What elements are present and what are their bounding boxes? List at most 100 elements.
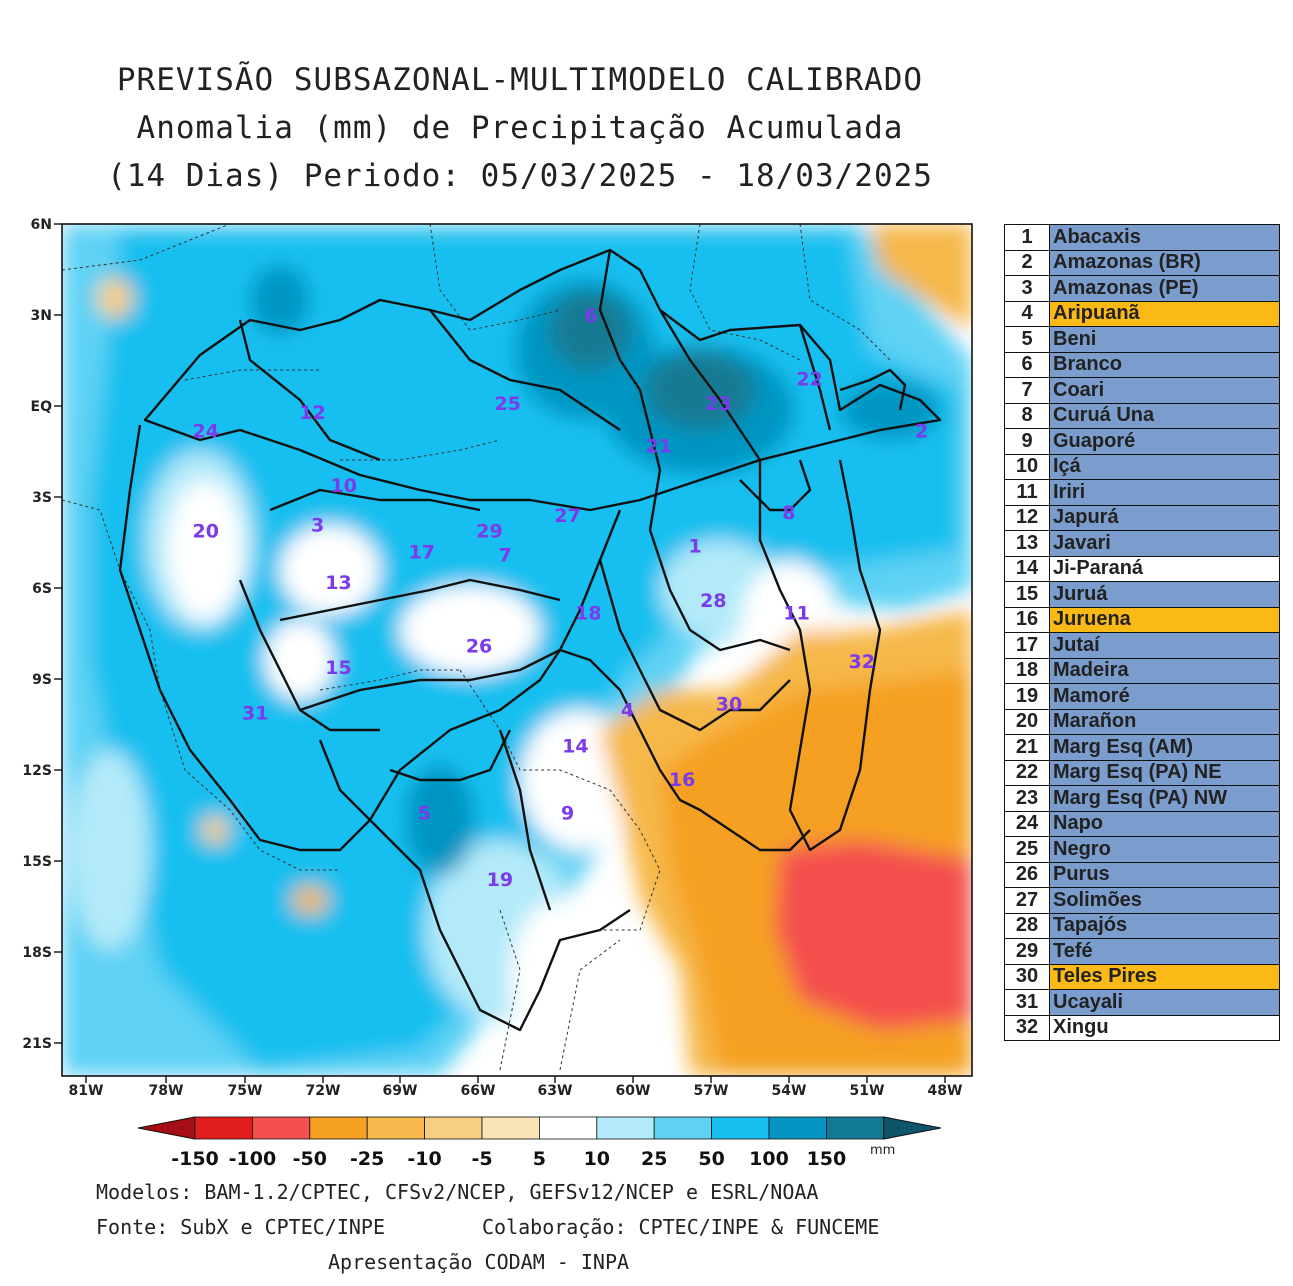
lat-label: 9S	[32, 672, 52, 688]
colorbar-swatch	[711, 1116, 770, 1140]
basin-legend-row: 15 Juruá	[1004, 581, 1280, 608]
basin-name: Solimões	[1049, 887, 1280, 914]
basin-name: Marg Esq (PA) NW	[1049, 785, 1280, 812]
basin-name: Marg Esq (PA) NE	[1049, 759, 1280, 786]
colorbar-swatch	[596, 1116, 655, 1140]
basin-label: 22	[796, 369, 822, 391]
colorbar-swatch	[309, 1116, 368, 1140]
basin-number: 27	[1004, 887, 1050, 914]
latitude-axis: 6N 3N EQ 3S 6S 9S 12S 15S 18S 21S	[22, 217, 62, 1052]
basin-legend-row: 32 Xingu	[1004, 1014, 1280, 1041]
basin-number: 4	[1004, 300, 1050, 327]
basin-name: Napo	[1049, 810, 1280, 837]
lon-label: 60W	[616, 1083, 651, 1099]
basin-legend-row: 24 Napo	[1004, 810, 1280, 837]
basin-name: Iriri	[1049, 479, 1280, 506]
basin-name: Juruena	[1049, 606, 1280, 633]
basin-legend-row: 4 Aripuanã	[1004, 300, 1280, 327]
lon-label: 75W	[228, 1083, 263, 1099]
basin-number: 18	[1004, 657, 1050, 684]
basin-number: 7	[1004, 377, 1050, 404]
basin-label: 1	[688, 536, 701, 558]
basin-number: 1	[1004, 224, 1050, 251]
footer-collaboration: Colaboração: CPTEC/INPE & FUNCEME	[482, 1215, 880, 1239]
colorbar-swatch	[768, 1116, 827, 1140]
basin-number: 5	[1004, 326, 1050, 353]
colorbar-swatch	[481, 1116, 540, 1140]
basin-legend-row: 25 Negro	[1004, 836, 1280, 863]
basin-legend-row: 17 Jutaí	[1004, 632, 1280, 659]
basin-name: Branco	[1049, 351, 1280, 378]
lat-label: 3N	[31, 308, 52, 324]
lon-label: 48W	[928, 1083, 963, 1099]
basin-label: 28	[700, 590, 726, 612]
basin-number: 11	[1004, 479, 1050, 506]
basin-name: Mamoré	[1049, 683, 1280, 710]
basin-number: 17	[1004, 632, 1050, 659]
basin-number: 2	[1004, 249, 1050, 276]
basin-outlines	[118, 248, 942, 1032]
lat-label: EQ	[31, 399, 53, 415]
basin-name: Abacaxis	[1049, 224, 1280, 251]
title-line-1: PREVISÃO SUBSAZONAL-MULTIMODELO CALIBRAD…	[116, 62, 924, 98]
basin-label: 11	[783, 602, 809, 624]
colorbar-label: -150	[171, 1148, 219, 1170]
basin-label: 20	[193, 520, 219, 542]
colorbar-swatch	[251, 1116, 311, 1140]
anomaly-field: 1234567891011121314151617181920212223242…	[62, 224, 972, 1076]
colorbar-label: 100	[749, 1148, 789, 1170]
basin-number: 22	[1004, 759, 1050, 786]
basin-name: Ucayali	[1049, 989, 1280, 1016]
lon-label: 78W	[149, 1083, 184, 1099]
basin-number: 28	[1004, 912, 1050, 939]
basin-label: 7	[498, 545, 511, 567]
basin-legend-row: 6 Branco	[1004, 351, 1280, 378]
basin-legend-row: 26 Purus	[1004, 861, 1280, 888]
basin-name: Marañon	[1049, 708, 1280, 735]
basin-number: 23	[1004, 785, 1050, 812]
basin-number: 12	[1004, 504, 1050, 531]
basin-label: 17	[409, 542, 435, 564]
basin-label: 2	[915, 420, 928, 442]
basin-number: 24	[1004, 810, 1050, 837]
colorbar-swatch	[424, 1116, 483, 1140]
basin-label: 4	[621, 699, 634, 721]
basin-name: Teles Pires	[1049, 963, 1280, 990]
title-line-3: (14 Dias) Periodo: 05/03/2025 - 18/03/20…	[107, 158, 933, 194]
colorbar-label: -100	[229, 1148, 277, 1170]
basin-legend-row: 16 Juruena	[1004, 606, 1280, 633]
lat-label: 18S	[22, 945, 52, 961]
basin-name: Japurá	[1049, 504, 1280, 531]
basin-legend-row: 12 Japurá	[1004, 504, 1280, 531]
basin-number: 26	[1004, 861, 1050, 888]
basin-label: 12	[299, 402, 325, 424]
basin-name: Guaporé	[1049, 428, 1280, 455]
basin-label: 6	[584, 305, 597, 327]
basin-name: Tapajós	[1049, 912, 1280, 939]
basin-legend-row: 21 Marg Esq (AM)	[1004, 734, 1280, 761]
basin-name: Coari	[1049, 377, 1280, 404]
basin-name: Amazonas (PE)	[1049, 275, 1280, 302]
colorbar-label: 10	[584, 1148, 610, 1170]
basin-number: 8	[1004, 402, 1050, 429]
lat-label: 6N	[31, 217, 52, 233]
basin-label: 30	[716, 693, 742, 715]
basin-number: 19	[1004, 683, 1050, 710]
basin-legend-table: 1 Abacaxis 2 Amazonas (BR) 3 Amazonas (PE) 4 Ar…	[1004, 224, 1280, 1041]
basin-number: 9	[1004, 428, 1050, 455]
colorbar-label: -50	[293, 1148, 327, 1170]
colorbar-swatch	[539, 1116, 598, 1140]
basin-name: Marg Esq (AM)	[1049, 734, 1280, 761]
colorbar-label: -25	[350, 1148, 384, 1170]
basin-legend-row: 9 Guaporé	[1004, 428, 1280, 455]
basin-label: 15	[325, 657, 351, 679]
basin-number: 20	[1004, 708, 1050, 735]
colorbar: -150 -100 -50 -25 -10 -5 5 10 25 50 100 150	[137, 1116, 941, 1170]
lat-label: 6S	[32, 581, 52, 597]
basin-legend-row: 23 Marg Esq (PA) NW	[1004, 785, 1280, 812]
basin-name: Juruá	[1049, 581, 1280, 608]
basin-legend-row: 19 Mamoré	[1004, 683, 1280, 710]
colorbar-swatch	[194, 1116, 253, 1140]
basin-name: Aripuanã	[1049, 300, 1280, 327]
basin-label: 31	[242, 702, 268, 724]
